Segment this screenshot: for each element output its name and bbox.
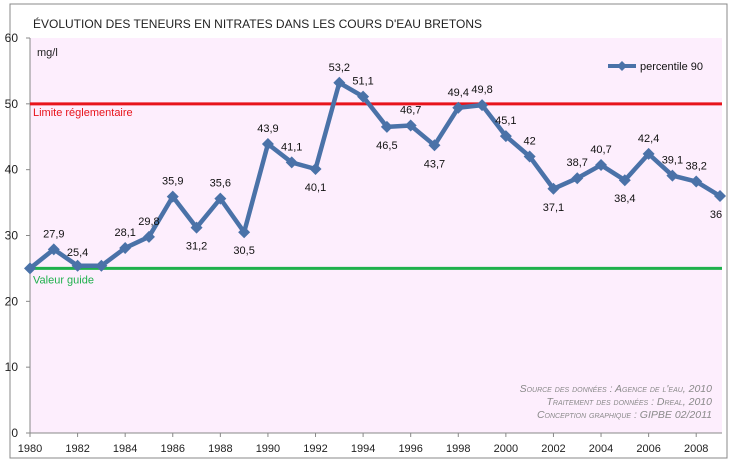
x-tick-label: 1984 (113, 443, 137, 455)
x-tick-label: 2002 (541, 443, 565, 455)
data-label: 27,9 (43, 228, 64, 240)
data-label: 38,4 (614, 193, 635, 205)
data-label: 36 (710, 209, 722, 221)
data-point (428, 139, 441, 152)
data-point (24, 262, 36, 275)
x-tick-label: 1988 (208, 443, 232, 455)
data-point (618, 174, 631, 187)
data-label: 43,9 (257, 123, 278, 135)
y-tick-label: 40 (5, 163, 19, 177)
data-label: 49,8 (471, 84, 492, 96)
reference-line-label: Valeur guide (33, 274, 94, 286)
data-point (166, 190, 179, 203)
data-point (190, 221, 203, 234)
data-label: 42 (524, 136, 536, 148)
data-point (666, 169, 679, 182)
data-point (333, 76, 346, 89)
chart-title: ÉVOLUTION DES TENEURS EN NITRATES DANS L… (33, 16, 482, 31)
data-label: 35,6 (210, 178, 231, 190)
legend-label: percentile 90 (640, 61, 703, 73)
source-note: Conception graphique : GIPBE 02/2011 (537, 409, 712, 421)
data-label: 46,5 (376, 140, 397, 152)
data-point (642, 147, 655, 160)
legend-marker (617, 61, 627, 71)
y-tick-label: 60 (5, 31, 19, 45)
data-point (380, 120, 393, 133)
data-point (452, 101, 465, 114)
data-point (690, 175, 703, 188)
data-point (119, 242, 132, 255)
y-tick-label: 10 (5, 360, 19, 374)
source-note: Source des données : Agence de l'eau, 20… (520, 383, 713, 395)
x-tick-label: 1998 (446, 443, 470, 455)
data-label: 51,1 (352, 76, 373, 88)
x-tick-label: 1992 (303, 443, 327, 455)
x-tick-label: 2008 (684, 443, 708, 455)
data-point (404, 119, 417, 132)
y-tick-label: 20 (5, 294, 19, 308)
data-point (47, 243, 60, 256)
data-label: 38,7 (567, 157, 588, 169)
data-point (261, 137, 274, 150)
x-tick-label: 2000 (494, 443, 518, 455)
data-point (476, 99, 489, 112)
data-label: 40,7 (590, 144, 611, 156)
data-point (357, 90, 370, 103)
data-point (95, 259, 108, 272)
data-label: 42,4 (638, 133, 659, 145)
data-point (309, 163, 322, 176)
data-label: 25,4 (67, 247, 88, 259)
data-label: 43,7 (424, 158, 445, 170)
y-tick-label: 30 (5, 229, 19, 243)
x-tick-label: 2006 (636, 443, 660, 455)
data-point (523, 150, 536, 163)
data-point (499, 130, 512, 143)
x-tick-label: 1996 (398, 443, 422, 455)
source-note: Traitement des données : Dreal, 2010 (546, 396, 712, 408)
data-point (214, 192, 227, 205)
x-tick-label: 1986 (161, 443, 185, 455)
y-tick-label: 50 (5, 97, 19, 111)
data-label: 30,5 (233, 245, 254, 257)
data-label: 38,2 (685, 161, 706, 173)
data-point (142, 230, 155, 243)
data-point (547, 182, 560, 195)
x-tick-label: 2004 (589, 443, 613, 455)
data-point (285, 156, 298, 169)
data-label: 39,1 (662, 155, 683, 167)
x-tick-label: 1980 (18, 443, 42, 455)
data-label: 37,1 (543, 202, 564, 214)
data-label: 28,1 (114, 227, 135, 239)
data-label: 46,7 (400, 105, 421, 117)
data-point (714, 190, 726, 202)
x-tick-label: 1994 (351, 443, 375, 455)
data-point (595, 159, 608, 172)
y-axis-unit: mg/l (37, 47, 58, 59)
data-point (571, 172, 584, 185)
data-point (238, 226, 251, 239)
x-tick-label: 1990 (256, 443, 280, 455)
data-point (71, 259, 84, 272)
data-label: 31,2 (186, 241, 207, 253)
data-label: 41,1 (281, 141, 302, 153)
y-tick-label: 0 (11, 426, 18, 440)
data-label: 35,9 (162, 176, 183, 188)
x-tick-label: 1982 (65, 443, 89, 455)
data-label: 45,1 (495, 115, 516, 127)
data-label: 29,8 (138, 216, 159, 228)
data-label: 40,1 (305, 182, 326, 194)
data-label: 49,4 (448, 87, 469, 99)
reference-line-label: Limite réglementaire (33, 107, 133, 119)
data-label: 53,2 (329, 62, 350, 74)
